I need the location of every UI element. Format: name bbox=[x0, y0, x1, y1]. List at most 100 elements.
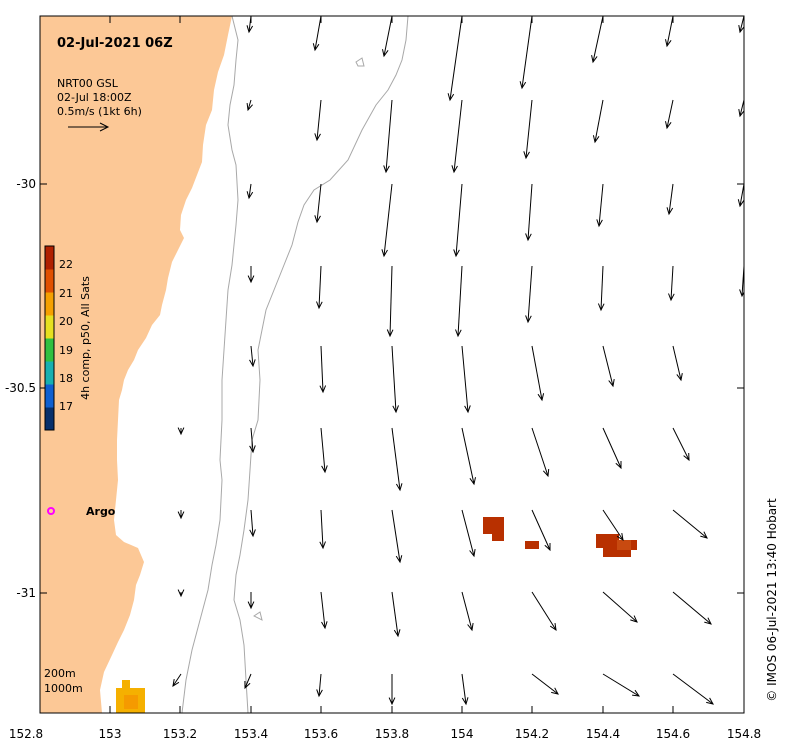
current-arrow bbox=[381, 183, 393, 258]
colorbar-segment bbox=[45, 361, 54, 385]
current-arrow bbox=[672, 509, 708, 539]
isobath-1000m bbox=[233, 16, 409, 713]
current-arrow bbox=[316, 265, 323, 310]
current-arrow bbox=[738, 16, 744, 34]
current-arrow bbox=[455, 265, 463, 338]
x-tick-label: 153.8 bbox=[375, 727, 409, 741]
current-arrow bbox=[451, 99, 463, 174]
y-axis-labels: -30 -30.5 -31 bbox=[5, 177, 36, 600]
current-arrow bbox=[388, 674, 396, 706]
current-arrow bbox=[531, 345, 545, 402]
current-arrow bbox=[602, 427, 622, 470]
current-arrow bbox=[737, 183, 744, 208]
current-arrow bbox=[665, 99, 674, 130]
current-arrow bbox=[249, 427, 256, 454]
colorbar-segment bbox=[45, 269, 54, 293]
legend-scale: 0.5m/s (1kt 6h) bbox=[57, 105, 142, 118]
colorbar-frame bbox=[44, 245, 55, 431]
current-arrow bbox=[596, 183, 604, 228]
current-arrow bbox=[177, 427, 185, 436]
current-arrow bbox=[672, 591, 712, 625]
colorbar-ticks: 17 18 19 20 21 22 bbox=[59, 258, 73, 413]
current-arrow bbox=[247, 266, 255, 284]
colorbar-segment bbox=[45, 384, 54, 408]
x-tick-label: 153.4 bbox=[234, 727, 268, 741]
current-arrow bbox=[312, 16, 322, 52]
colorbar-tick: 22 bbox=[59, 258, 73, 271]
colorbar-tick: 19 bbox=[59, 344, 73, 357]
current-arrow bbox=[665, 16, 674, 48]
current-arrow bbox=[177, 589, 185, 598]
current-arrow bbox=[247, 592, 255, 610]
current-arrow bbox=[249, 509, 256, 538]
current-arrow bbox=[246, 183, 254, 200]
colorbar-tick: 18 bbox=[59, 372, 73, 385]
current-arrow bbox=[592, 99, 604, 144]
x-tick-label: 154 bbox=[451, 727, 474, 741]
current-arrow bbox=[525, 183, 533, 242]
colorbar-tick: 17 bbox=[59, 400, 73, 413]
current-arrow bbox=[523, 99, 533, 160]
current-arrow bbox=[666, 183, 674, 216]
current-arrow bbox=[461, 427, 476, 486]
x-tick-label: 153.6 bbox=[304, 727, 338, 741]
current-arrow bbox=[319, 345, 327, 394]
current-arrow bbox=[461, 345, 471, 414]
current-arrow bbox=[391, 345, 399, 414]
colorbar-segment bbox=[45, 338, 54, 362]
x-tick-label: 153.2 bbox=[163, 727, 197, 741]
sst-warm-core bbox=[124, 695, 138, 709]
x-tick-label: 154.8 bbox=[727, 727, 761, 741]
current-arrow bbox=[383, 99, 393, 174]
x-tick-label: 153 bbox=[99, 727, 122, 741]
current-arrow bbox=[602, 673, 641, 697]
current-arrow bbox=[246, 99, 253, 112]
colorbar-segment bbox=[45, 407, 54, 431]
current-arrow bbox=[177, 510, 185, 520]
current-arrow bbox=[319, 509, 326, 550]
map-title: 02-Jul-2021 06Z bbox=[57, 36, 173, 51]
current-arrow bbox=[461, 509, 476, 558]
legend-time: 02-Jul 18:00Z bbox=[57, 91, 132, 104]
current-arrow bbox=[602, 345, 615, 388]
bathy-label-1000m: 1000m bbox=[44, 682, 83, 695]
argo-float-marker bbox=[47, 507, 55, 515]
current-arrow bbox=[320, 591, 328, 630]
current-arrow bbox=[531, 591, 557, 632]
coastline-land bbox=[40, 16, 232, 713]
current-arrow bbox=[519, 16, 533, 90]
axis-ticks bbox=[39, 16, 745, 713]
colorbar-tick: 21 bbox=[59, 287, 73, 300]
current-arrow bbox=[461, 673, 469, 706]
current-arrow bbox=[591, 16, 604, 64]
argo-label: Argo bbox=[86, 505, 116, 518]
y-tick-label: -30.5 bbox=[5, 381, 36, 395]
legend-model: NRT00 GSL bbox=[57, 77, 119, 90]
current-arrow bbox=[672, 427, 690, 462]
sst-colorbar bbox=[45, 246, 54, 431]
x-tick-label: 152.8 bbox=[9, 727, 43, 741]
bathy-label-200m: 200m bbox=[44, 667, 76, 680]
isobath-200m bbox=[181, 16, 239, 713]
current-arrow bbox=[602, 591, 638, 623]
current-arrow bbox=[447, 16, 463, 102]
current-arrow bbox=[391, 591, 401, 638]
current-arrow bbox=[391, 509, 403, 564]
current-arrows bbox=[172, 16, 744, 706]
colorbar-segment bbox=[45, 292, 54, 316]
current-arrow bbox=[597, 265, 605, 312]
current-arrow bbox=[525, 265, 533, 324]
current-arrow bbox=[668, 265, 675, 302]
bathymetry-legend: 200m 1000m bbox=[44, 667, 83, 695]
current-arrow bbox=[314, 183, 322, 224]
current-arrow bbox=[386, 265, 394, 338]
y-tick-label: -31 bbox=[16, 586, 36, 600]
current-arrow bbox=[382, 16, 393, 58]
colorbar-label: 4h comp, p50, All Sats bbox=[79, 276, 92, 400]
x-tick-label: 154.2 bbox=[515, 727, 549, 741]
isobath-feature bbox=[253, 57, 365, 621]
colorbar-tick: 20 bbox=[59, 315, 73, 328]
sst-hot-core bbox=[617, 540, 631, 550]
colorbar-segment bbox=[45, 246, 54, 270]
